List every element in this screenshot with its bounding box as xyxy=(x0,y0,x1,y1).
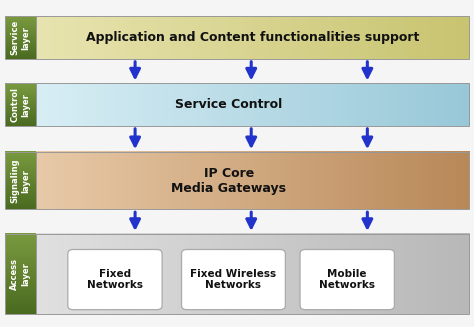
Bar xyxy=(36,83,469,126)
Text: Fixed Wireless
Networks: Fixed Wireless Networks xyxy=(191,269,276,290)
Text: Application and Content functionalities support: Application and Content functionalities … xyxy=(86,31,419,44)
Bar xyxy=(36,152,469,209)
FancyBboxPatch shape xyxy=(182,250,285,310)
Text: Service Control: Service Control xyxy=(175,98,283,111)
Bar xyxy=(36,16,469,59)
FancyBboxPatch shape xyxy=(68,250,162,310)
Bar xyxy=(5,234,36,314)
Bar xyxy=(5,152,36,209)
Text: Mobile
Networks: Mobile Networks xyxy=(319,269,375,290)
Text: Signaling
layer: Signaling layer xyxy=(10,158,30,203)
Bar xyxy=(5,16,36,59)
Text: Access
layer: Access layer xyxy=(10,258,30,290)
Bar xyxy=(36,234,469,314)
Text: Service
layer: Service layer xyxy=(10,20,30,55)
Text: Fixed
Networks: Fixed Networks xyxy=(87,269,143,290)
Bar xyxy=(5,83,36,126)
Text: Control
layer: Control layer xyxy=(10,87,30,122)
FancyBboxPatch shape xyxy=(300,250,394,310)
Text: IP Core
Media Gateways: IP Core Media Gateways xyxy=(171,167,286,195)
